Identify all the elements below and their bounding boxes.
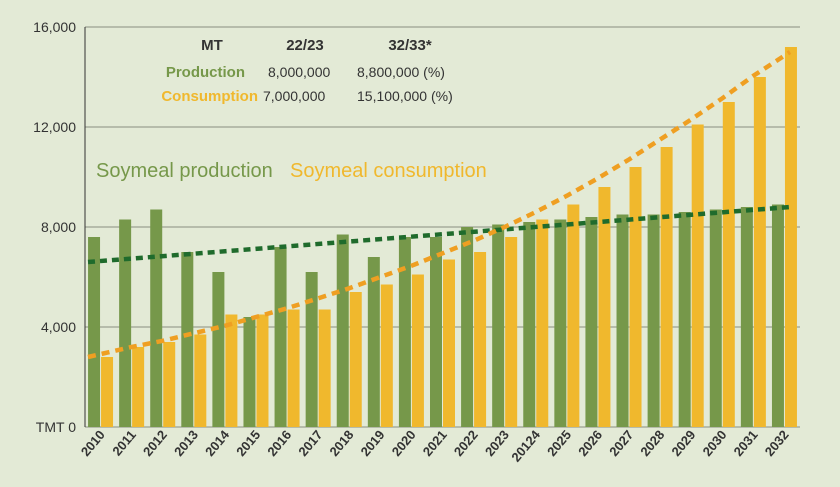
bar-consumption [536,219,549,427]
bar-consumption [567,204,580,427]
bar-production [678,212,691,427]
x-tick-label: 2016 [264,427,294,459]
table-header-mt: MT [201,37,223,54]
y-tick-label: TMT 0 [36,419,76,435]
x-tick-label: 2028 [637,427,667,459]
bar-consumption [505,237,518,427]
y-tick-label: 8,000 [41,219,76,235]
table-row-consumption-label: Consumption [161,88,258,105]
legend-consumption: Soymeal consumption [290,160,487,182]
x-tick-label: 2031 [731,427,761,459]
x-tick-label: 2022 [451,427,481,459]
x-tick-label: 2020 [389,427,419,459]
x-tick-label: 2014 [202,427,233,459]
bar-production [119,219,132,427]
bar-consumption [256,314,269,427]
bar-consumption [691,124,704,427]
bar-production [461,227,474,427]
x-tick-label: 2015 [233,427,263,459]
x-tick-label: 2029 [668,427,698,459]
table-row-production-2223: 8,000,000 [268,64,330,80]
bar-consumption [287,309,300,427]
bar-production [367,257,380,427]
table-row-production-label: Production [166,64,245,81]
x-tick-label: 2023 [482,427,512,459]
x-tick-label: 2013 [171,427,201,459]
y-tick-label: 16,000 [33,19,76,35]
bar-consumption [318,309,331,427]
table-row-consumption-2223: 7,000,000 [263,88,325,104]
x-tick-label: 2021 [420,427,450,459]
bar-consumption [101,357,114,427]
y-tick-label: 4,000 [41,319,76,335]
bar-consumption [380,284,393,427]
bar-production [243,317,256,427]
x-tick-label: 2026 [575,427,605,459]
bar-consumption [474,252,487,427]
table-row-consumption-3233: 15,100,000 (%) [357,88,453,104]
x-tick-label: 2027 [606,427,636,459]
bar-consumption [722,102,735,427]
legend-production: Soymeal production [96,160,273,182]
x-axis-ticks: 2010 2011 2012 2013 2014 2015 2016 2017 2018 2019… [78,427,792,465]
bar-consumption [784,47,797,427]
table-row-production-3233: 8,800,000 (%) [357,64,445,80]
x-tick-label: 2030 [699,427,729,459]
bar-production [274,247,287,427]
x-tick-label: 2018 [326,427,356,459]
data-table: MT 22/23 32/33* Production 8,000,000 8,8… [161,37,452,105]
bar-consumption [660,147,673,427]
bar-consumption [349,292,362,427]
y-axis-ticks: TMT 0 4,000 8,000 12,000 16,000 [33,19,76,435]
bar-production [740,207,753,427]
bar-production [305,272,318,427]
x-tick-label: 2019 [358,427,388,459]
bar-consumption [443,259,455,427]
x-tick-label: 2025 [544,427,574,459]
bar-production [554,219,567,427]
bar-production [771,204,784,427]
bar-consumption [411,274,424,427]
bar-consumption [194,334,207,427]
trendline-consumption [87,50,792,360]
bar-production [88,237,101,427]
bar-production [647,214,660,427]
x-tick-label: 2011 [109,427,139,458]
trend-lines [87,50,792,360]
bar-production [585,217,598,427]
bar-production [709,209,722,427]
bar-consumption [225,314,238,427]
x-tick-label: 2012 [140,427,170,459]
x-tick-label: 2017 [295,427,325,459]
trendline-production [87,204,791,265]
bar-production [398,237,411,427]
bar-production [212,272,225,427]
bar-consumption [629,167,642,427]
table-header-3233: 32/33* [388,37,432,54]
bar-production [150,209,163,427]
bar-production [616,214,629,427]
table-header-2223: 22/23 [286,37,324,54]
y-tick-label: 12,000 [33,119,76,135]
bar-consumption [132,347,145,427]
x-tick-label: 20124 [508,427,543,465]
x-tick-label: 2032 [762,427,792,459]
x-tick-label: 2010 [78,427,108,459]
bar-consumption [753,77,766,427]
bars [88,47,797,427]
bar-production [181,252,194,427]
bar-production [336,234,349,427]
bar-production [430,237,442,427]
bar-consumption [598,187,611,427]
bar-consumption [163,342,176,427]
bar-production [523,222,536,427]
bar-production [492,224,505,427]
